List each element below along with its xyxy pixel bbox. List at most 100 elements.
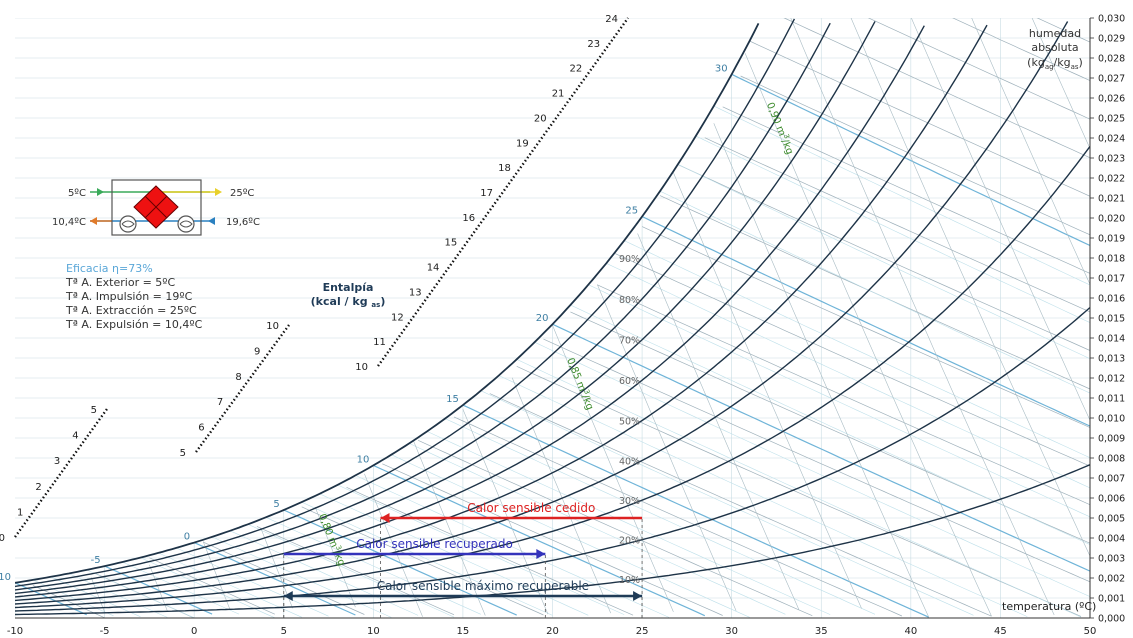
chart-grid <box>15 0 1090 618</box>
wet-bulb-line <box>588 284 1090 518</box>
enthalpy-scale-label: 7 <box>217 397 223 408</box>
y-tick-label: 0,006 <box>1098 494 1125 505</box>
enthalpy-line <box>830 0 1090 4</box>
wet-bulb-line <box>695 135 1090 323</box>
enthalpy-scale-label: 24 <box>605 14 618 25</box>
specific-volume-line <box>850 18 1090 557</box>
specific-volume-line <box>637 233 800 610</box>
process-arrow-head-start <box>283 591 293 601</box>
rh-label: 20% <box>619 536 640 547</box>
process-arrow-head <box>536 549 546 559</box>
enthalpy-line <box>1036 18 1090 43</box>
enthalpy-line <box>417 439 813 617</box>
specific-volume-line <box>462 409 549 615</box>
y-tick-label: 0,023 <box>1098 154 1125 165</box>
y-tick-label: 0,020 <box>1098 214 1125 225</box>
y-tick-label: 0,021 <box>1098 194 1125 205</box>
wet-bulb-line <box>409 443 786 615</box>
enthalpy-scale-label: 13 <box>409 287 422 298</box>
wet-bulb-line <box>373 464 706 617</box>
rh-label: 40% <box>619 456 640 467</box>
rh-curve-10 <box>15 464 1090 616</box>
specific-volume-label: 0,80 m3/kg <box>316 512 349 568</box>
diagram-label-10-4c: 10,4ºC <box>52 217 86 228</box>
rh-label: 90% <box>619 254 640 265</box>
wet-bulb-line <box>444 418 876 615</box>
rh-label: 50% <box>619 416 640 427</box>
specific-volume-line <box>713 123 930 618</box>
enthalpy-scale-label: 8 <box>235 372 241 383</box>
x-tick-label: 45 <box>994 626 1007 637</box>
x-tick-label: 30 <box>725 626 738 637</box>
x-axis-label: temperatura (ºC) <box>1002 600 1096 613</box>
wet-bulb-line <box>606 263 1090 489</box>
specific-volume-line <box>744 53 992 617</box>
enthalpy-line <box>704 137 1090 313</box>
wet-bulb-label: 20 <box>536 313 549 324</box>
y-tick-label: 0,017 <box>1098 274 1125 285</box>
specific-volume-line <box>673 172 862 609</box>
process-arrows: Calor sensible cedido Calor sensible recu… <box>283 501 643 618</box>
y-tick-label: 0,012 <box>1098 374 1125 385</box>
specific-volume-line <box>911 18 1090 421</box>
diagram-label-19-6c: 19,6ºC <box>226 217 260 228</box>
specific-volume-line <box>202 541 231 610</box>
y-tick-label: 0,011 <box>1098 394 1125 405</box>
rh-label: 80% <box>619 295 640 306</box>
y-tick-label: 0,026 <box>1098 94 1125 105</box>
rh-label: 30% <box>619 496 640 507</box>
intake-arrow-head <box>97 188 104 196</box>
x-tick-label: 50 <box>1084 626 1097 637</box>
enthalpy-scale-label: 6 <box>198 423 204 434</box>
y-tick-label: 0,024 <box>1098 134 1125 145</box>
enthalpy-line <box>516 365 1082 617</box>
y-tick-label: 0,008 <box>1098 454 1125 465</box>
x-tick-label: 0 <box>191 626 197 637</box>
x-tick-label: -5 <box>100 626 110 637</box>
enthalpy-scale-label: 14 <box>427 263 440 274</box>
x-tick-label: -10 <box>7 626 23 637</box>
enthalpy-scale-label: 10 <box>355 362 368 373</box>
rh-curve-90 <box>15 18 796 588</box>
x-tick-label: 40 <box>904 626 917 637</box>
wet-bulb-label: 25 <box>625 206 638 217</box>
specific-volume-line <box>1031 18 1090 149</box>
enthalpy-scale-label: 12 <box>391 312 404 323</box>
legend-line: Tª A. Expulsión = 10,4ºC <box>66 318 203 331</box>
y-tick-label: 0,015 <box>1098 314 1125 325</box>
exhaust-arrow-head <box>90 217 97 225</box>
rh-curve-80 <box>15 22 831 591</box>
x-tick-label: 5 <box>281 626 287 637</box>
process-arrow-head <box>380 513 390 523</box>
fan-left-icon <box>119 215 137 233</box>
enthalpy-scale-label: 11 <box>373 337 386 348</box>
chart-labels: -10 -5 0 5 10 15 20 25 30 35 40 45 500,0000,0010,002… <box>0 14 1125 638</box>
y-tick-label: 0,027 <box>1098 74 1125 85</box>
y-tick-label: 0,022 <box>1098 174 1125 185</box>
enthalpy-scale-label: 1 <box>17 507 23 518</box>
enthalpy-scale <box>195 324 290 453</box>
y-tick-label: 0,029 <box>1098 34 1125 45</box>
enthalpy-scale <box>377 17 629 367</box>
enthalpy-scale-label: 17 <box>480 188 493 199</box>
y-tick-label: 0,005 <box>1098 514 1125 525</box>
enthalpy-scale-label: 22 <box>570 64 583 75</box>
enthalpy-line <box>346 486 634 616</box>
enthalpy-scale-label: 16 <box>462 213 475 224</box>
wet-bulb-line <box>624 240 1090 458</box>
x-tick-label: 35 <box>815 626 828 637</box>
enthalpy-line <box>453 416 903 617</box>
enthalpy-line <box>615 253 1090 467</box>
process-arrow-label: Calor sensible cedido <box>467 501 595 515</box>
wet-bulb-line <box>480 390 974 616</box>
efficiency-value: Eficacia η=73% <box>66 262 153 275</box>
process-arrow-head <box>633 591 643 601</box>
y-axis-label-units: (kgag/kgas) <box>1027 56 1083 71</box>
wet-bulb-line <box>659 190 1090 394</box>
wet-bulb-line <box>355 475 670 618</box>
specific-volume-line <box>364 473 423 617</box>
process-arrow-label: Calor sensible recuperado <box>356 537 513 551</box>
y-tick-label: 0,009 <box>1098 434 1125 445</box>
y-tick-label: 0,007 <box>1098 474 1125 485</box>
